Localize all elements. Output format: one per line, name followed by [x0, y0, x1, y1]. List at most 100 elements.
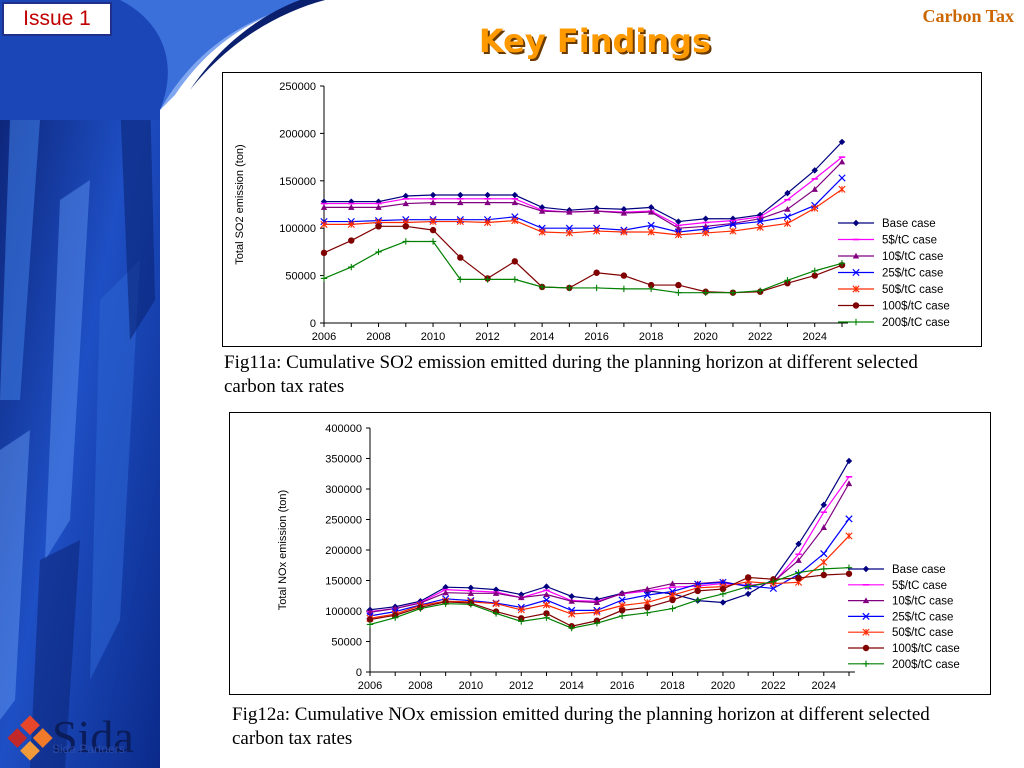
- data-point: [375, 223, 382, 230]
- legend-label: Base case: [882, 218, 936, 230]
- legend-label: 10$/tC case: [882, 251, 943, 263]
- data-point: [543, 610, 550, 617]
- data-point: [756, 217, 764, 226]
- data-point: [566, 284, 573, 292]
- data-point: [538, 207, 546, 214]
- data-point: [457, 254, 464, 261]
- x-tick-label: 2014: [559, 680, 583, 692]
- data-point: [647, 221, 655, 229]
- series-line: [369, 535, 850, 619]
- y-tick-label: 350000: [325, 454, 362, 466]
- y-tick-label: 50000: [285, 271, 316, 283]
- data-point: [820, 558, 828, 566]
- legend-marker: [852, 268, 860, 277]
- data-point: [348, 204, 355, 210]
- data-point: [811, 267, 818, 275]
- data-point: [783, 213, 792, 221]
- legend-item: 100$/tC case: [838, 301, 950, 313]
- data-point: [719, 599, 727, 606]
- data-point: [565, 229, 573, 237]
- x-tick-label: 2006: [358, 680, 382, 692]
- data-point: [620, 272, 628, 279]
- data-point: [402, 200, 409, 207]
- data-point: [838, 185, 846, 193]
- x-tick-label: 2016: [610, 680, 634, 692]
- legend-marker: [862, 612, 870, 621]
- data-point: [417, 605, 424, 612]
- series-line: [324, 161, 843, 229]
- data-point: [511, 217, 519, 225]
- data-point: [643, 591, 651, 599]
- legend-marker: [862, 644, 870, 652]
- y-tick-label: 400000: [325, 423, 362, 435]
- data-point: [820, 550, 828, 558]
- legend: Base case 5$/tC case 10$/tC case 25$/tC cas…: [838, 218, 950, 329]
- legend-marker: [862, 597, 870, 604]
- data-point: [845, 515, 853, 523]
- data-point: [838, 174, 846, 182]
- data-point: [484, 191, 491, 199]
- data-point: [375, 204, 382, 210]
- x-tick-label: 2018: [660, 680, 684, 692]
- data-point: [784, 277, 791, 284]
- legend-label: 100$/tC case: [882, 301, 950, 313]
- data-point: [538, 228, 546, 236]
- legend-item: 200$/tC case: [848, 659, 960, 671]
- x-tick-label: 2014: [530, 331, 554, 343]
- so2-chart-frame: 0 50000 100000 150000 200000 250000 2006 2008 20…: [222, 72, 982, 347]
- data-point: [593, 207, 600, 214]
- legend-marker: [852, 219, 860, 227]
- y-axis-label: Total NOx emission (ton): [277, 490, 289, 610]
- legend-item: 5$/tC case: [848, 580, 947, 592]
- data-point: [543, 583, 550, 590]
- data-point: [320, 204, 328, 210]
- legend-item: 25$/tC case: [838, 268, 943, 280]
- data-point: [366, 609, 374, 615]
- data-point: [542, 601, 551, 609]
- data-point: [694, 587, 701, 595]
- y-tick-label: 150000: [325, 576, 362, 588]
- y-tick-label: 0: [356, 667, 362, 679]
- series-line: [369, 483, 850, 613]
- legend-item: 50$/tC case: [838, 284, 943, 296]
- data-point: [618, 590, 626, 596]
- data-point: [675, 289, 682, 296]
- data-point: [429, 191, 437, 199]
- data-point: [644, 604, 651, 611]
- x-tick-label: 2008: [408, 680, 432, 692]
- x-tick-label: 2012: [475, 331, 499, 343]
- legend-label: 200$/tC case: [892, 659, 960, 671]
- series-6: [366, 564, 853, 632]
- data-point: [820, 501, 827, 509]
- data-point: [511, 191, 519, 199]
- data-point: [593, 284, 600, 292]
- y-tick-label: 300000: [325, 484, 362, 496]
- data-point: [729, 215, 737, 222]
- data-point: [838, 138, 846, 146]
- data-point: [845, 532, 853, 540]
- data-point: [729, 289, 737, 296]
- legend-label: 5$/tC case: [882, 235, 937, 247]
- x-tick-label: 2006: [312, 331, 336, 343]
- data-point: [795, 557, 802, 563]
- data-point: [456, 217, 464, 226]
- legend-item: 100$/tC case: [848, 643, 960, 655]
- legend-item: Base case: [838, 218, 936, 230]
- data-point: [795, 569, 802, 576]
- x-tick-label: 2020: [693, 331, 717, 343]
- legend-item: 10$/tC case: [848, 596, 953, 608]
- legend-label: 5$/tC case: [892, 580, 947, 592]
- data-point: [694, 596, 701, 604]
- data-point: [702, 229, 710, 237]
- y-tick-label: 100000: [279, 223, 316, 235]
- data-point: [744, 583, 752, 590]
- x-tick-label: 2024: [802, 331, 826, 343]
- data-point: [757, 287, 764, 294]
- data-point: [644, 585, 651, 592]
- data-point: [811, 186, 818, 192]
- y-tick-label: 250000: [279, 81, 316, 93]
- data-point: [593, 227, 601, 235]
- data-point: [568, 598, 575, 604]
- data-point: [702, 289, 709, 296]
- data-point: [402, 238, 409, 245]
